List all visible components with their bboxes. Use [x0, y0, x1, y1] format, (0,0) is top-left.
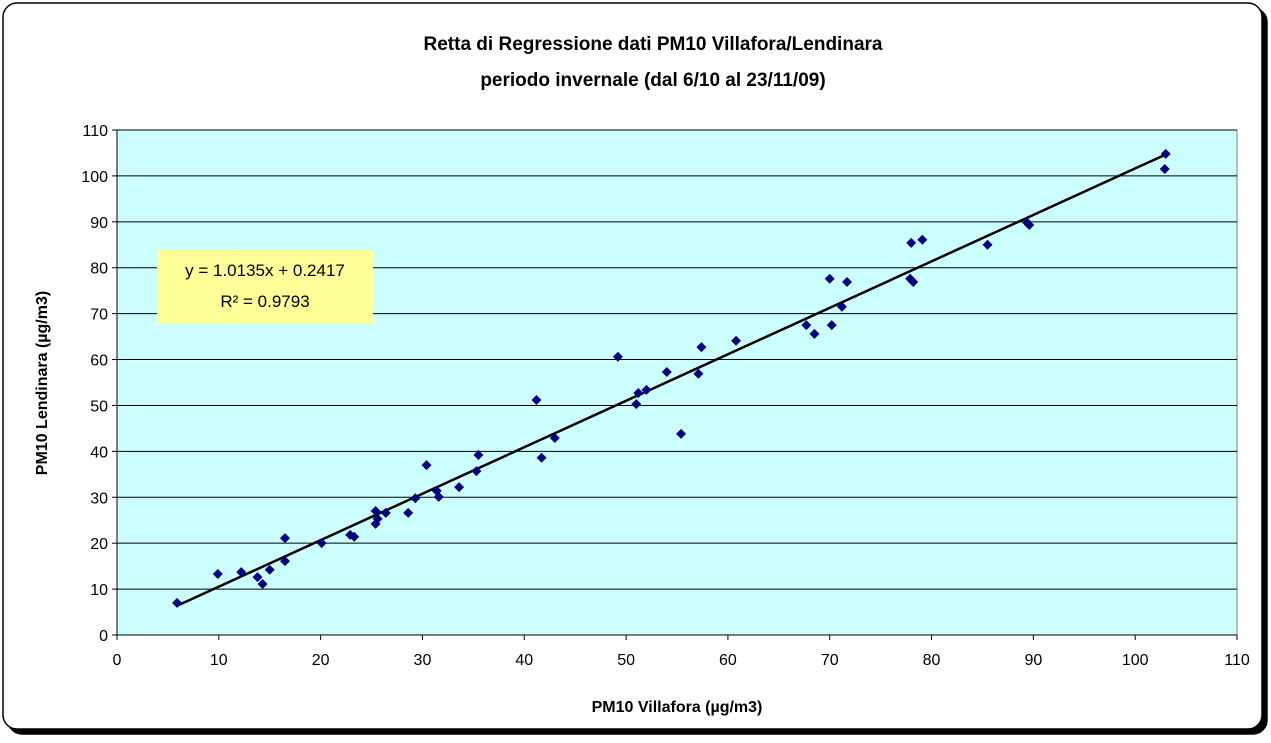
data-point: [633, 388, 644, 399]
data-point: [1024, 220, 1035, 231]
data-point: [631, 399, 642, 410]
data-point: [316, 538, 327, 549]
x-tick-label: 20: [312, 652, 330, 669]
data-point: [473, 450, 484, 461]
x-tick-label: 0: [113, 652, 122, 669]
data-point: [370, 506, 381, 517]
y-tick-label: 20: [90, 536, 108, 553]
y-tick-label: 40: [90, 444, 108, 461]
data-point: [906, 237, 917, 248]
y-tick-label: 50: [90, 398, 108, 415]
data-point: [264, 564, 275, 575]
x-tick-label: 10: [210, 652, 228, 669]
data-point: [661, 366, 672, 377]
data-point: [403, 507, 414, 518]
plot-background: [116, 129, 1238, 636]
data-point: [471, 466, 482, 477]
x-tick-label: 110: [1224, 652, 1250, 669]
data-point: [917, 234, 928, 245]
x-tick-label: 40: [515, 652, 533, 669]
data-point: [531, 394, 542, 405]
x-tick-label: 30: [414, 652, 432, 669]
data-point: [842, 276, 853, 287]
data-point: [809, 328, 820, 339]
y-tick-label: 10: [90, 582, 108, 599]
data-point: [257, 579, 268, 590]
y-axis-label: PM10 Lendinara (µg/m3): [34, 291, 51, 475]
data-point: [982, 239, 993, 250]
data-point: [421, 460, 432, 471]
data-point: [696, 342, 707, 353]
chart-title: Retta di Regressione dati PM10 Villafora…: [424, 34, 883, 55]
data-point: [252, 572, 263, 583]
data-point: [731, 335, 742, 346]
data-point: [612, 351, 623, 362]
data-point: [280, 533, 290, 544]
data-point: [801, 320, 812, 331]
annotation: y = 1.0135x + 0.2417: [185, 261, 345, 280]
data-point: [454, 482, 465, 493]
y-tick-label: 30: [90, 490, 108, 507]
x-axis-label: PM10 Villafora (µg/m3): [592, 699, 763, 716]
data-point: [826, 320, 837, 331]
data-point: [824, 273, 835, 284]
data-point: [433, 491, 444, 502]
trendline: [176, 153, 1167, 607]
annotation: R² = 0.9793: [220, 292, 309, 311]
data-point: [172, 597, 183, 608]
data-point: [549, 433, 560, 444]
data-point: [1159, 164, 1170, 175]
data-point: [380, 507, 391, 518]
x-tick-label: 50: [617, 652, 635, 669]
x-tick-label: 70: [821, 652, 839, 669]
x-tick-label: 80: [923, 652, 941, 669]
chart-subtitle: periodo invernale (dal 6/10 al 23/11/09): [480, 70, 825, 91]
data-point: [212, 568, 223, 579]
data-point: [1160, 148, 1171, 159]
data-point: [349, 531, 360, 542]
data-point: [280, 556, 290, 567]
data-point: [372, 513, 383, 524]
y-tick-label: 90: [90, 215, 108, 232]
y-tick-label: 70: [90, 307, 108, 324]
data-point: [641, 384, 652, 395]
data-point: [676, 428, 687, 439]
data-point: [536, 452, 547, 463]
y-tick-label: 0: [99, 628, 108, 645]
data-point: [410, 493, 421, 504]
annotation-box: [157, 250, 373, 324]
data-point: [693, 368, 704, 379]
y-tick-label: 110: [82, 123, 108, 140]
data-point: [836, 301, 847, 312]
x-tick-label: 100: [1122, 652, 1149, 669]
y-tick-label: 60: [90, 353, 108, 370]
data-point: [236, 567, 247, 578]
y-tick-label: 80: [90, 261, 108, 278]
data-point: [908, 276, 919, 287]
y-tick-label: 100: [81, 169, 108, 186]
x-tick-label: 60: [719, 652, 737, 669]
x-tick-label: 90: [1024, 652, 1042, 669]
